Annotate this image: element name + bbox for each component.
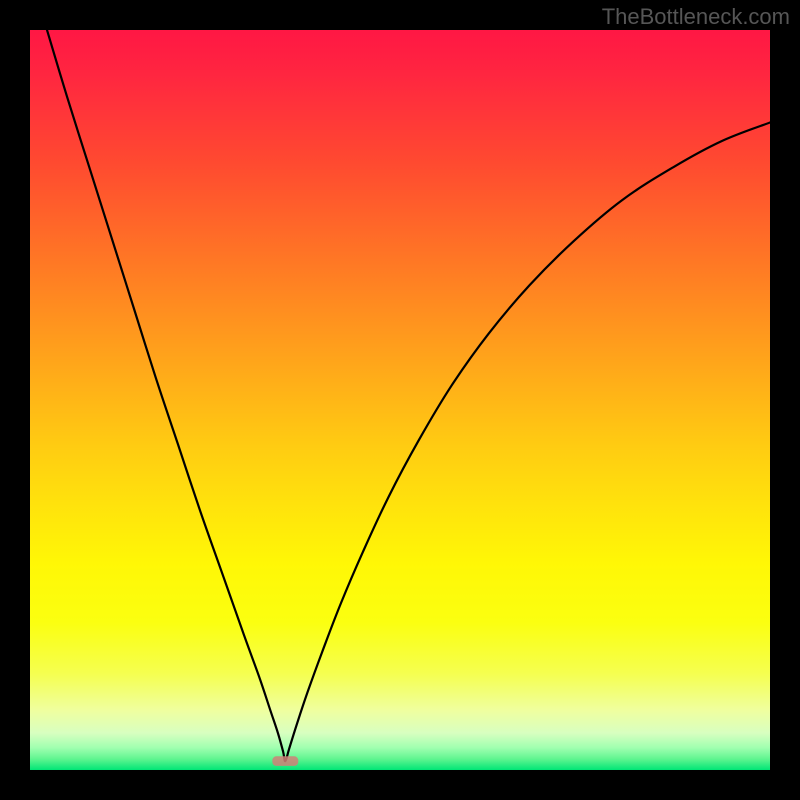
- minimum-marker: [272, 756, 298, 766]
- bottleneck-chart: [30, 30, 770, 770]
- watermark-text: TheBottleneck.com: [602, 4, 790, 30]
- chart-background: [30, 30, 770, 770]
- chart-svg: [30, 30, 770, 770]
